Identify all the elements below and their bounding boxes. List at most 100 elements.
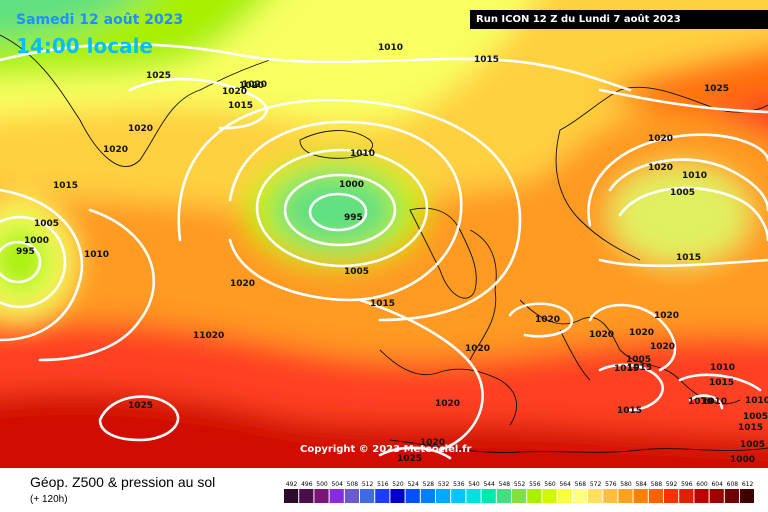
isobar-label: 1010: [350, 149, 375, 159]
isobar-label: 1020: [654, 311, 679, 321]
scale-tick-label: 584: [635, 481, 647, 488]
isobar-label: 1025: [128, 401, 153, 411]
scale-swatch: [588, 489, 603, 503]
scale-swatch: [299, 489, 314, 503]
scale-swatch: [420, 489, 435, 503]
scale-tick-label: 532: [438, 481, 450, 488]
isobar-label: 1000: [339, 180, 364, 190]
isobar-label: 1015: [370, 299, 395, 309]
scale-swatch: [664, 489, 679, 503]
isobar-label: 1025: [146, 71, 171, 81]
isobar-label: 1005: [34, 219, 59, 229]
forecast-date: Samedi 12 août 2023: [16, 12, 184, 28]
isobar-label: 1015: [228, 101, 253, 111]
scale-tick-label: 500: [316, 481, 328, 488]
scale-swatch: [329, 489, 344, 503]
isobar-label: 1010: [702, 397, 727, 407]
scale-swatch: [390, 489, 405, 503]
scale-swatch: [648, 489, 663, 503]
isobar-label: 1010: [682, 171, 707, 181]
isobar-label: 1020: [589, 330, 614, 340]
isobar-label: 11020: [193, 331, 224, 341]
isobar-label: 1020: [222, 87, 247, 97]
scale-swatch: [527, 489, 542, 503]
isobar-label: 1020: [230, 279, 255, 289]
scale-swatch: [542, 489, 557, 503]
legend-title: Géop. Z500 & pression au sol: [30, 474, 216, 490]
scale-swatch: [360, 489, 375, 503]
scale-tick-label: 536: [453, 481, 465, 488]
isobar-label: 1005: [344, 267, 369, 277]
isobar-label: 995: [344, 213, 363, 223]
copyright-text: Copyright © 2023 Meteociel.fr: [300, 444, 472, 455]
isobars: [0, 43, 768, 460]
isobar-label: 1025: [704, 84, 729, 94]
isobar-label: 1010: [710, 363, 735, 373]
scale-swatch: [481, 489, 496, 503]
scale-tick-label: 596: [681, 481, 693, 488]
scale-tick-label: 604: [711, 481, 723, 488]
scale-tick-label: 544: [483, 481, 495, 488]
isobar-label: 1015: [627, 363, 652, 373]
isobar-label: 1005: [670, 188, 695, 198]
scale-tick-label: 524: [407, 481, 419, 488]
isobar-label: 1005: [626, 355, 651, 365]
scale-tick-label: 560: [544, 481, 556, 488]
scale-swatch: [344, 489, 359, 503]
scale-swatch: [618, 489, 633, 503]
isobar-label: 1020: [629, 328, 654, 338]
isobar-label: 1020: [650, 342, 675, 352]
scale-tick-label: 520: [392, 481, 404, 488]
isobar-label: 1025: [397, 454, 422, 464]
forecast-local-time: 14:00 locale: [16, 34, 153, 58]
color-scale: 492 496 500 504 508 512 516 520 524 528 532 536 540 5…: [284, 481, 754, 503]
isobar-label: 995: [16, 247, 35, 257]
isobar-label: 1020: [239, 81, 264, 91]
scale-tick-label: 528: [423, 481, 435, 488]
isobar-label: 1020: [648, 163, 673, 173]
scale-tick-label: 568: [575, 481, 587, 488]
isobar-label: 1015: [614, 364, 639, 374]
scale-swatch: [405, 489, 420, 503]
scale-tick-label: 592: [666, 481, 678, 488]
isobar-label: 1020: [535, 315, 560, 325]
scale-tick-label: 492: [286, 481, 298, 488]
isobar-labels: 1010101510251020102010151020102010151010…: [16, 43, 768, 465]
scale-tick-label: 580: [620, 481, 632, 488]
scale-swatch: [466, 489, 481, 503]
isobar-label: 1015: [474, 55, 499, 65]
scale-tick-label: 540: [468, 481, 480, 488]
isobar-label: 1005: [743, 412, 768, 422]
scale-swatch: [496, 489, 511, 503]
scale-tick-label: 576: [605, 481, 617, 488]
scale-swatch: [436, 489, 451, 503]
map-canvas: 1010101510251020102010151020102010151010…: [0, 0, 768, 468]
isobar-label: 1020: [465, 344, 490, 354]
isobar-label: 1005: [740, 440, 765, 450]
scale-tick-label: 564: [559, 481, 571, 488]
isobar-label: 1020: [435, 399, 460, 409]
isobar-label: 1000: [730, 455, 755, 465]
scale-tick-label: 612: [742, 481, 754, 488]
scale-swatch: [679, 489, 694, 503]
scale-swatch: [557, 489, 572, 503]
isobar-label: 1020: [648, 134, 673, 144]
isobar-label: 1010: [745, 396, 768, 406]
scale-swatch: [572, 489, 587, 503]
weather-map[interactable]: 1010 1015 1025 1020 1020 1015 1020 1020 1015 1010…: [0, 0, 768, 468]
scale-swatch: [603, 489, 618, 503]
isobar-label: 1020: [128, 124, 153, 134]
scale-swatch: [694, 489, 709, 503]
isobar-label: 1020: [103, 145, 128, 155]
scale-tick-label: 548: [499, 481, 511, 488]
scale-swatch: [451, 489, 466, 503]
scale-tick-label: 552: [514, 481, 526, 488]
scale-swatch: [284, 489, 299, 503]
scale-tick-label: 508: [347, 481, 359, 488]
isobar-label: 1000: [24, 236, 49, 246]
scale-tick-label: 600: [696, 481, 708, 488]
scale-tick-label: 512: [362, 481, 374, 488]
isobar-label: 1015: [676, 253, 701, 263]
isobar-label: 1015: [738, 423, 763, 433]
